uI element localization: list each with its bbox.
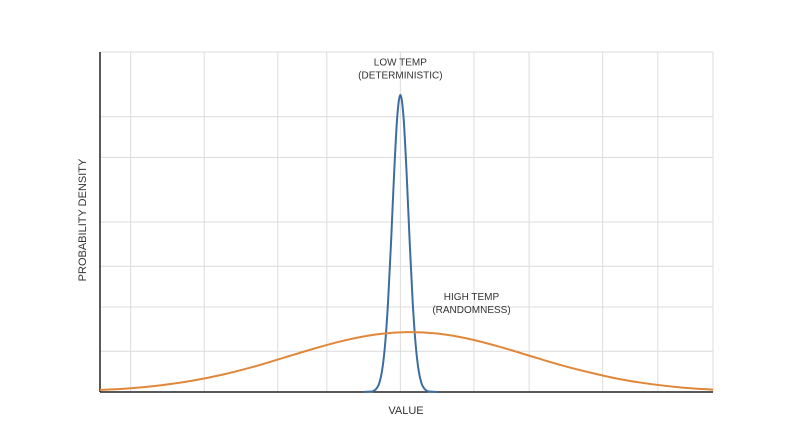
y-axis-label: PROBABILITY DENSITY — [77, 158, 89, 281]
density-curve — [363, 93, 438, 393]
density-curve — [99, 331, 714, 391]
x-axis-label: VALUE — [388, 405, 423, 417]
annotation: (DETERMINISTIC) — [358, 70, 442, 81]
annotation: LOW TEMP — [374, 57, 427, 68]
annotation: HIGH TEMP — [444, 292, 500, 303]
annotation: (RANDOMNESS) — [432, 305, 510, 316]
